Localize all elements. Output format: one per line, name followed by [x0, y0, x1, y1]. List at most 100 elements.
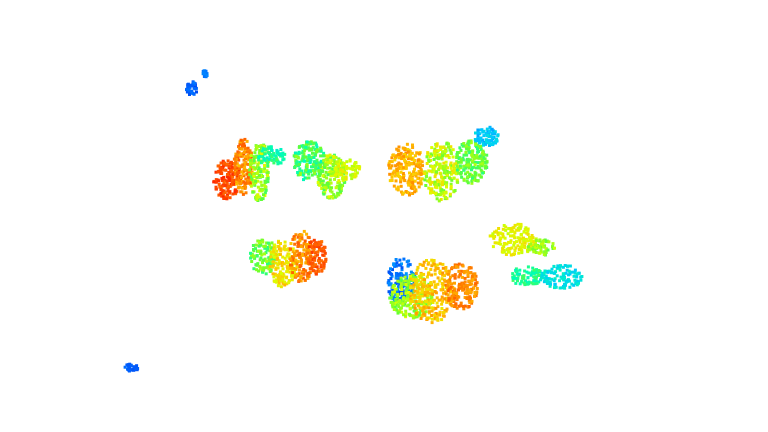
- point: [414, 171, 418, 175]
- point: [474, 274, 478, 278]
- point: [409, 292, 413, 296]
- point: [429, 288, 433, 292]
- point: [497, 227, 501, 230]
- point: [237, 164, 241, 168]
- point: [406, 279, 410, 283]
- point: [304, 269, 308, 273]
- point: [565, 268, 569, 272]
- point: [401, 279, 405, 283]
- point: [439, 148, 443, 151]
- point: [449, 150, 453, 154]
- point: [243, 168, 247, 172]
- point: [563, 286, 567, 290]
- point: [435, 178, 439, 182]
- point: [558, 286, 562, 290]
- point: [424, 175, 428, 179]
- point: [518, 282, 522, 286]
- point: [305, 140, 309, 144]
- point: [419, 182, 423, 186]
- point: [259, 170, 263, 174]
- point: [483, 166, 487, 170]
- point: [247, 158, 251, 162]
- point: [451, 296, 455, 300]
- point: [458, 282, 461, 286]
- point: [297, 278, 301, 282]
- point: [313, 148, 317, 152]
- point-cluster-plant-row1-b: [292, 140, 362, 200]
- point: [526, 227, 530, 231]
- point: [436, 267, 440, 270]
- point: [239, 182, 242, 186]
- point: [418, 162, 422, 166]
- point: [447, 269, 451, 273]
- point: [491, 245, 495, 249]
- point: [498, 238, 502, 242]
- point: [433, 175, 437, 179]
- point: [437, 199, 441, 203]
- point: [292, 154, 296, 158]
- point: [548, 280, 552, 284]
- point: [239, 138, 243, 142]
- point: [428, 178, 432, 182]
- point: [435, 143, 439, 147]
- point: [223, 191, 227, 195]
- point: [413, 293, 417, 297]
- point-cluster-plant-row2-c: [488, 222, 584, 290]
- point: [491, 129, 495, 133]
- point: [490, 131, 494, 135]
- point: [394, 276, 398, 280]
- point: [301, 144, 305, 148]
- point: [509, 230, 513, 234]
- point: [444, 191, 448, 195]
- point: [271, 153, 275, 157]
- point: [524, 279, 527, 283]
- point: [244, 177, 248, 181]
- point: [477, 139, 480, 142]
- point: [355, 171, 359, 175]
- point: [410, 162, 414, 166]
- point: [558, 279, 562, 283]
- point: [413, 306, 417, 310]
- point: [336, 181, 340, 185]
- point: [416, 177, 420, 181]
- point: [453, 288, 457, 292]
- point: [467, 146, 471, 150]
- point: [290, 274, 294, 278]
- point: [270, 250, 273, 254]
- point: [285, 282, 289, 286]
- point: [537, 244, 541, 248]
- point: [406, 157, 410, 161]
- point: [310, 165, 313, 169]
- point: [527, 271, 531, 275]
- point: [433, 180, 437, 184]
- point: [531, 282, 535, 286]
- point: [516, 222, 520, 226]
- point: [257, 158, 261, 162]
- point: [331, 162, 335, 166]
- point: [265, 241, 269, 245]
- point: [527, 248, 531, 252]
- point: [537, 269, 541, 272]
- point: [482, 134, 486, 138]
- point: [394, 298, 398, 302]
- point: [277, 247, 281, 251]
- point: [410, 288, 414, 292]
- point: [320, 247, 324, 251]
- point: [316, 250, 320, 254]
- point: [530, 271, 534, 275]
- point: [226, 189, 230, 193]
- point: [438, 310, 442, 314]
- point: [407, 163, 411, 167]
- point: [457, 304, 461, 308]
- point: [274, 156, 278, 160]
- point: [266, 173, 269, 177]
- point: [400, 310, 404, 314]
- point: [311, 151, 314, 155]
- point: [287, 252, 291, 256]
- point: [404, 190, 408, 194]
- point: [408, 193, 411, 197]
- point: [243, 137, 247, 141]
- point: [548, 269, 552, 273]
- point: [473, 291, 477, 294]
- point: [413, 159, 416, 162]
